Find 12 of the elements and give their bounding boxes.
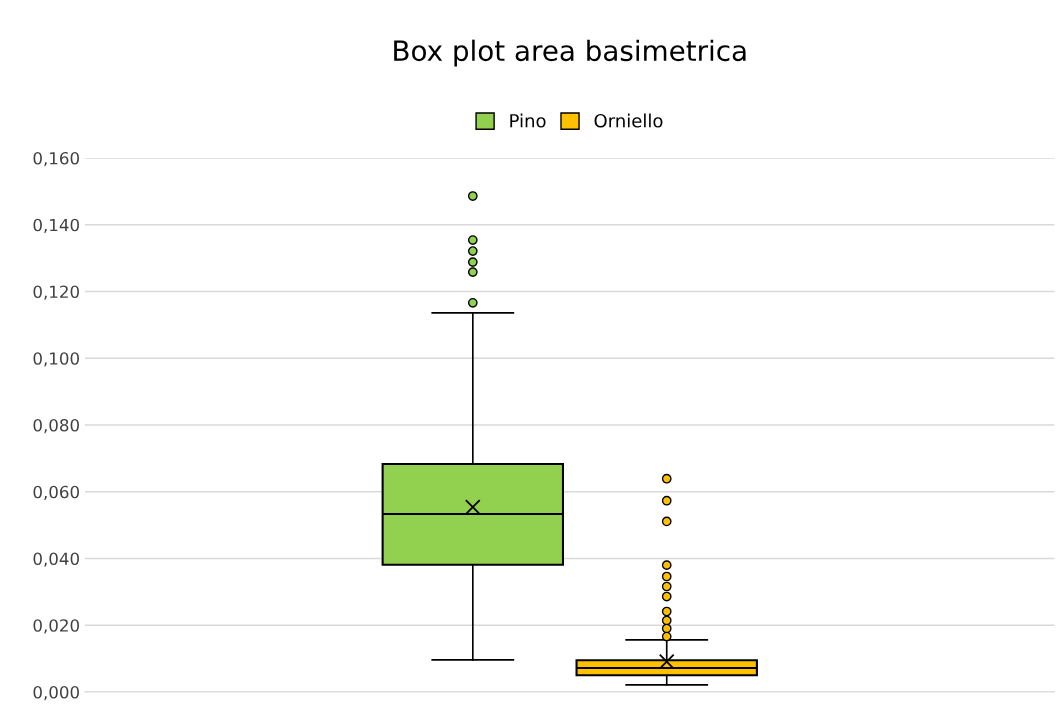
y-tick-label: 0,140: [33, 218, 79, 233]
legend-label: Orniello: [594, 113, 663, 128]
y-tick-label: 0,060: [33, 485, 79, 500]
y-tick-label: 0,100: [33, 352, 79, 367]
legend-label: Pino: [510, 113, 546, 128]
y-tick-label: 0,120: [33, 285, 79, 300]
y-tick-label: 0,080: [33, 418, 79, 434]
y-tick-label: 0,000: [33, 685, 79, 701]
y-tick-label: 0,160: [33, 151, 79, 167]
y-tick-label: 0,020: [33, 619, 79, 634]
y-tick-label: 0,040: [33, 552, 79, 567]
chart-title: Box plot area basimetrica: [394, 39, 746, 67]
